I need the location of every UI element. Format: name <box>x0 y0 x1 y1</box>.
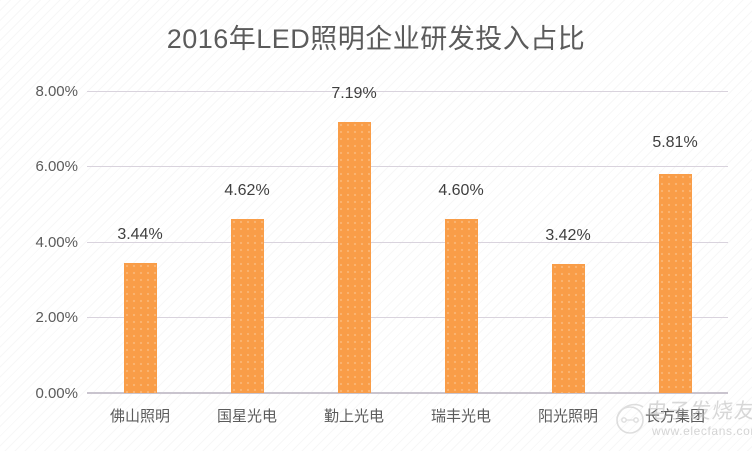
x-axis-label-阳光照明: 阳光照明 <box>537 408 598 425</box>
watermark-url: www.elecfans.com <box>652 424 752 438</box>
gridline-2 <box>87 317 728 318</box>
data-label-国星光电: 4.62% <box>224 182 270 199</box>
bar-长方集团[interactable] <box>659 173 692 393</box>
gridline-6 <box>87 166 728 167</box>
x-axis-label-国星光电: 国星光电 <box>216 408 277 425</box>
bar-瑞丰光电[interactable] <box>445 219 478 393</box>
y-axis-tick-label-4: 4.00% <box>35 234 78 251</box>
plot-area <box>87 91 728 394</box>
y-axis-tick-label-2: 2.00% <box>35 309 78 326</box>
bar-阳光照明[interactable] <box>552 263 585 393</box>
data-label-勤上光电: 7.19% <box>331 85 377 102</box>
chart-title: 2016年LED照明企业研发投入占比 <box>166 24 586 54</box>
x-axis-label-瑞丰光电: 瑞丰光电 <box>430 408 491 425</box>
y-axis-tick-label-8: 8.00% <box>35 83 78 100</box>
bar-勤上光电[interactable] <box>338 121 371 393</box>
bar-国星光电[interactable] <box>231 218 264 393</box>
x-axis-label-长方集团: 长方集团 <box>644 408 705 425</box>
data-label-长方集团: 5.81% <box>652 134 698 151</box>
x-axis-label-佛山照明: 佛山照明 <box>109 408 170 425</box>
data-label-佛山照明: 3.44% <box>117 226 163 243</box>
gridline-4 <box>87 242 728 243</box>
x-axis-label-勤上光电: 勤上光电 <box>323 408 384 425</box>
y-axis-tick-label-0: 0.00% <box>35 385 78 402</box>
gridline-8 <box>87 91 728 92</box>
data-label-瑞丰光电: 4.60% <box>438 182 484 199</box>
bar-佛山照明[interactable] <box>124 263 157 393</box>
data-label-阳光照明: 3.42% <box>545 227 591 244</box>
axis-baseline <box>87 392 728 394</box>
y-axis-tick-label-6: 6.00% <box>35 158 78 175</box>
